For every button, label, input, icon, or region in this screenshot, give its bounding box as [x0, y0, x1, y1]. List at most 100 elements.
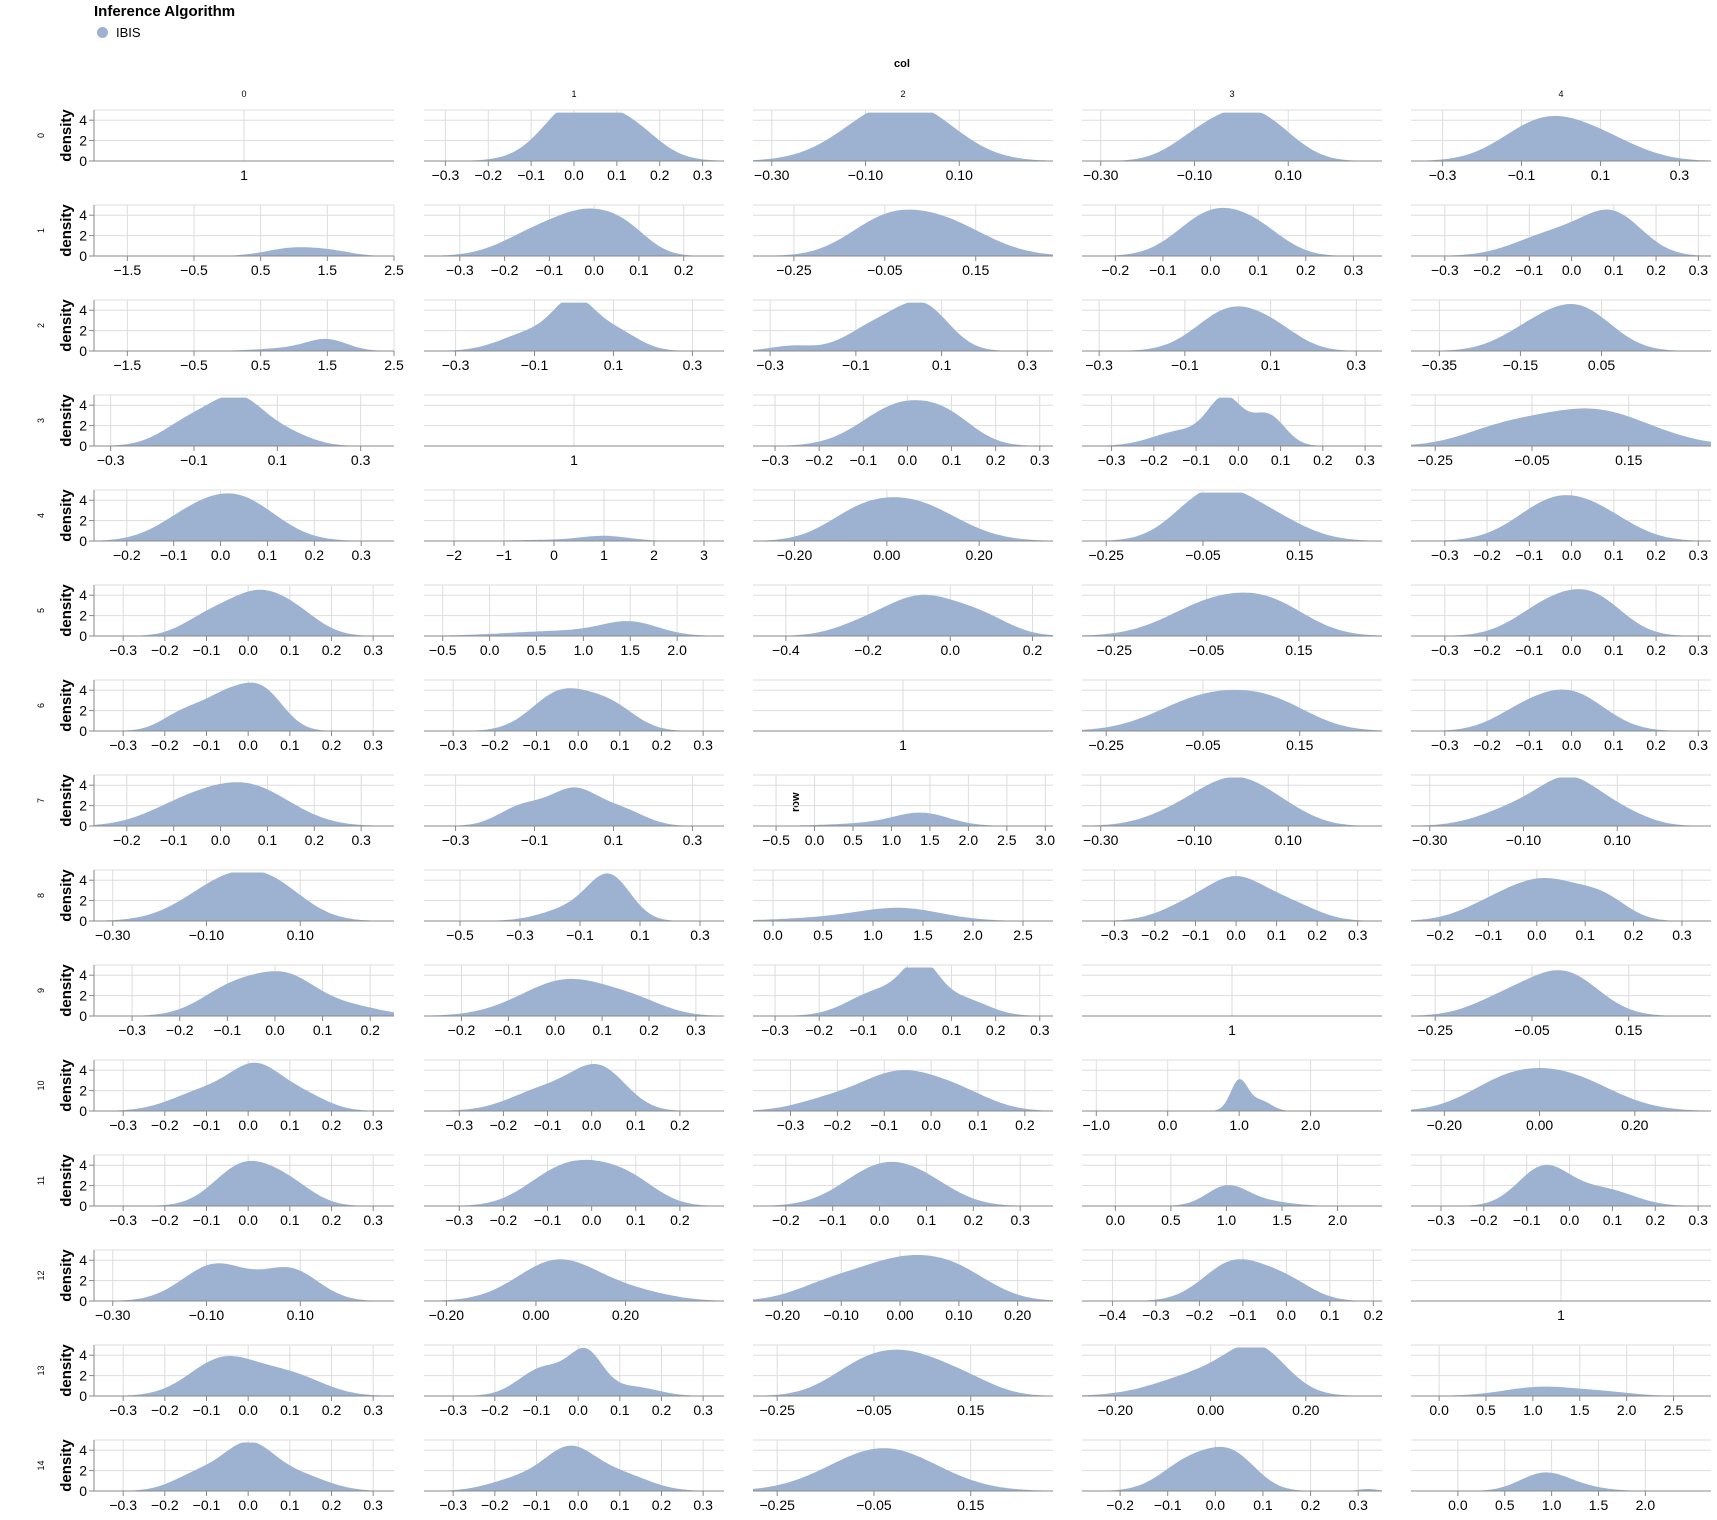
x-tick-label: −0.1	[193, 737, 221, 753]
x-tick-label: 0.1	[604, 357, 624, 373]
density-area-ibis	[94, 971, 394, 1016]
x-tick-label: 0.2	[1015, 1117, 1035, 1133]
facet-panel-r7-c3: −0.30 −0.10 0.10	[1082, 774, 1382, 848]
x-tick-label: 0.00	[1197, 1402, 1224, 1418]
legend-entry-ibis[interactable]: IBIS	[94, 25, 235, 40]
x-tick-label: −0.3	[1098, 452, 1126, 468]
x-tick-label: 0.3	[693, 1497, 713, 1513]
x-tick-label: 1.5	[318, 357, 338, 373]
x-tick-label: −0.1	[566, 927, 594, 943]
row-header-0: 0	[36, 133, 46, 138]
x-tick-label: 0.0	[1277, 1307, 1297, 1323]
y-tick-label: 4	[79, 967, 87, 983]
x-tick-label: 2.0	[1617, 1402, 1637, 1418]
x-tick-label: 0.3	[1030, 1022, 1050, 1038]
density-area-ibis	[753, 400, 1053, 446]
x-tick-label: −0.1	[523, 1402, 551, 1418]
x-tick-label: −0.5	[762, 832, 790, 848]
x-tick-label: 0.2	[1646, 262, 1666, 278]
x-tick-label: 0.0	[211, 547, 231, 563]
y-tick-label: 0	[79, 1198, 87, 1214]
y-tick-label: 4	[79, 302, 87, 318]
x-tick-label: −0.2	[1426, 927, 1454, 943]
row-header-13: 13	[36, 1365, 46, 1375]
x-tick-label: 0.0	[238, 737, 258, 753]
x-tick-label: −0.3	[442, 832, 470, 848]
facet-panel-r3-c0: 0 2 4 −0.3 −0.1 0.1 0.3	[79, 394, 394, 468]
x-tick-label: 0.3	[363, 1212, 383, 1228]
x-tick-label: −0.2	[151, 1402, 179, 1418]
x-tick-label: 0.3	[1018, 357, 1038, 373]
facet-panel-r0-c2: −0.30 −0.10 0.10	[753, 109, 1053, 183]
x-tick-label: 0.0	[870, 1212, 890, 1228]
density-area-ibis	[1411, 408, 1711, 446]
density-area-ibis	[94, 1263, 394, 1301]
x-tick-label: −0.1	[1513, 1212, 1541, 1228]
x-tick-label: 0.3	[1672, 927, 1692, 943]
density-area-ibis	[753, 209, 1053, 256]
y-tick-label: 2	[79, 1368, 87, 1384]
x-tick-label: 0.2	[1646, 737, 1666, 753]
x-tick-label: −0.2	[1473, 547, 1501, 563]
x-tick-label: −0.2	[1140, 452, 1168, 468]
y-axis-title: density	[58, 584, 75, 637]
density-area-ibis	[424, 208, 724, 256]
x-tick-label: 0.2	[650, 167, 670, 183]
x-tick-label: −0.20	[777, 547, 813, 563]
facet-panel-r2-c2: −0.3 −0.1 0.1 0.3	[753, 299, 1053, 373]
x-tick-label: 0.3	[363, 642, 383, 658]
y-axis-title: density	[58, 1154, 75, 1207]
x-tick-label: 0.3	[1030, 452, 1050, 468]
x-tick-label: −0.3	[445, 1212, 473, 1228]
x-tick-label: −0.20	[765, 1307, 801, 1323]
x-tick-label: 1.5	[318, 262, 338, 278]
x-tick-label: −0.2	[151, 642, 179, 658]
x-tick-label: −0.2	[854, 642, 882, 658]
x-tick-label: −0.3	[1427, 1212, 1455, 1228]
x-tick-label: 0.2	[322, 737, 342, 753]
x-tick-label: 0.2	[674, 262, 694, 278]
x-tick-label: 0.1	[268, 452, 288, 468]
y-tick-label: 4	[79, 587, 87, 603]
x-tick-label: 1.0	[1229, 1117, 1249, 1133]
x-tick-label: −0.1	[534, 1212, 562, 1228]
facet-panel-r10-c4: −0.20 0.00 0.20	[1411, 1059, 1711, 1133]
x-tick-label: 0.15	[957, 1497, 984, 1513]
density-area-ibis	[424, 787, 724, 826]
x-tick-label: −0.3	[1431, 642, 1459, 658]
x-tick-label: 0.1	[1604, 737, 1624, 753]
x-tick-label: −0.3	[97, 452, 125, 468]
x-tick-label: 0.10	[287, 1307, 314, 1323]
x-tick-label: 1	[1228, 1022, 1236, 1038]
y-tick-label: 0	[79, 723, 87, 739]
x-tick-label: 0.5	[843, 832, 863, 848]
x-tick-label: 0.00	[886, 1307, 913, 1323]
x-tick-label: 0.3	[351, 547, 371, 563]
x-tick-label: 0.5	[1476, 1402, 1496, 1418]
density-area-ibis	[1411, 115, 1711, 161]
x-tick-label: −0.3	[109, 737, 137, 753]
facet-panel-r4-c4: −0.3 −0.2 −0.1 0.0 0.1 0.2 0.3	[1411, 489, 1711, 563]
x-tick-label: 0.00	[1526, 1117, 1553, 1133]
density-area-ibis	[94, 247, 394, 256]
x-tick-label: 0.2	[964, 1212, 984, 1228]
x-tick-label: 0.05	[1588, 357, 1615, 373]
y-tick-label: 2	[79, 703, 87, 719]
x-tick-label: 1	[600, 547, 608, 563]
density-area-ibis	[1411, 495, 1711, 541]
facet-panel-r2-c1: −0.3 −0.1 0.1 0.3	[424, 299, 724, 373]
x-tick-label: 1	[240, 167, 248, 183]
x-tick-label: −0.2	[1102, 262, 1130, 278]
x-tick-label: −0.5	[180, 357, 208, 373]
x-tick-label: −0.20	[1427, 1117, 1463, 1133]
x-tick-label: −0.05	[1189, 642, 1225, 658]
row-header-1: 1	[36, 228, 46, 233]
row-header-12: 12	[36, 1270, 46, 1280]
y-axis-title: density	[58, 109, 75, 162]
x-tick-label: 0.1	[1261, 357, 1281, 373]
x-tick-label: 0.2	[1313, 452, 1333, 468]
x-tick-label: 3	[700, 547, 708, 563]
x-tick-label: −0.5	[180, 262, 208, 278]
facet-panel-r8-c4: −0.2 −0.1 0.0 0.1 0.2 0.3	[1411, 869, 1711, 943]
facet-panel-r10-c0: 0 2 4 −0.3 −0.2 −0.1 0.0 0.1 0.2 0.3	[79, 1059, 394, 1133]
